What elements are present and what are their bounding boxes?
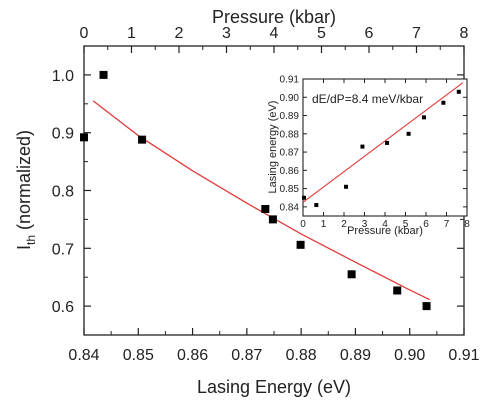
inset-x-axis-title: Pressure (kbar) bbox=[347, 225, 423, 237]
data-point bbox=[99, 70, 108, 79]
main-tick-labels: 0.84 0.85 0.86 0.87 0.88 0.89 0.90 0.910 1 2 3 4 5 6 7… bbox=[52, 25, 480, 364]
inset-data-point bbox=[360, 144, 365, 149]
inset-plot-frame bbox=[302, 78, 468, 217]
inset-y-tick-label: 0.87 bbox=[280, 148, 300, 159]
inset-fit-line-segment bbox=[302, 82, 464, 203]
inset-annotation: dE/dP=8.4 meV/kbar bbox=[312, 92, 423, 106]
x-bottom-tick-label: 0.91 bbox=[448, 347, 479, 364]
x-top-tick-label: 1 bbox=[127, 25, 136, 42]
x-top-tick-label: 5 bbox=[317, 25, 326, 42]
data-point bbox=[393, 286, 402, 295]
y-tick-label: 0.8 bbox=[52, 184, 74, 201]
x-top-tick-label: 6 bbox=[365, 25, 374, 42]
inset-x-tick-label: 3 bbox=[362, 219, 368, 230]
inset-ticks bbox=[302, 78, 468, 216]
inset-data-point bbox=[344, 184, 349, 189]
data-point bbox=[347, 270, 356, 279]
y-tick-label: 1.0 bbox=[52, 68, 74, 85]
x-bottom-axis-title: Lasing Energy (eV) bbox=[197, 377, 351, 397]
y-tick-label: 0.9 bbox=[52, 126, 74, 143]
x-top-tick-label: 0 bbox=[80, 25, 89, 42]
inset-data-point bbox=[421, 115, 426, 120]
data-point bbox=[422, 302, 431, 311]
x-bottom-tick-label: 0.87 bbox=[231, 347, 262, 364]
x-top-tick-label: 2 bbox=[175, 25, 184, 42]
inset-x-tick-label: 4 bbox=[382, 219, 388, 230]
inset-x-tick-label: 2 bbox=[341, 219, 347, 230]
data-point bbox=[80, 133, 88, 142]
y-axis-title-suffix: (normalized) bbox=[14, 130, 34, 235]
inset-y-tick-label: 0.86 bbox=[280, 166, 300, 177]
inset-x-tick-label: 7 bbox=[444, 219, 450, 230]
inset-y-tick-label: 0.90 bbox=[280, 93, 300, 104]
x-top-tick-label: 8 bbox=[460, 25, 469, 42]
x-top-tick-label: 4 bbox=[270, 25, 279, 42]
x-bottom-tick-label: 0.89 bbox=[340, 347, 371, 364]
inset-data-point bbox=[441, 100, 446, 105]
inset-x-tick-label: 0 bbox=[300, 219, 306, 230]
data-point bbox=[296, 240, 305, 249]
inset-data-point bbox=[385, 140, 390, 145]
x-bottom-tick-label: 0.84 bbox=[68, 347, 99, 364]
inset-y-tick-label: 0.91 bbox=[280, 75, 300, 86]
y-tick-label: 0.6 bbox=[52, 299, 74, 316]
inset-y-tick-label: 0.85 bbox=[280, 184, 300, 195]
x-top-tick-label: 3 bbox=[222, 25, 231, 42]
inset-y-tick-label: 0.84 bbox=[280, 202, 300, 213]
data-point bbox=[268, 215, 277, 224]
inset-data-point bbox=[314, 203, 319, 208]
y-axis-title: Ith (normalized) bbox=[14, 130, 38, 250]
inset-x-tick-label: 1 bbox=[321, 219, 327, 230]
data-point bbox=[138, 135, 147, 144]
inset-y-tick-label: 0.89 bbox=[280, 111, 300, 122]
y-axis-title-main: I bbox=[14, 245, 34, 250]
inset-data-point bbox=[406, 131, 411, 136]
inset-tick-labels: 0 1 2 3 4 5 6 7 8 0.84 0.85 0.86 0.87 0.88 0.89 0.90 0.9… bbox=[280, 75, 471, 231]
inset-plot: dE/dP=8.4 meV/kbar Pressure (kbar) Lasin… bbox=[267, 75, 470, 238]
inset-data-points bbox=[302, 89, 461, 208]
data-point bbox=[261, 204, 270, 213]
inset-data-point bbox=[456, 89, 461, 94]
inset-x-tick-label: 5 bbox=[403, 219, 409, 230]
x-bottom-tick-label: 0.88 bbox=[286, 347, 317, 364]
inset-data-point bbox=[302, 195, 307, 200]
inset-y-axis-title: Lasing energy (eV) bbox=[267, 101, 279, 194]
inset-fit-line bbox=[302, 82, 464, 203]
main-data-points bbox=[80, 70, 431, 311]
y-axis-title-sub: th bbox=[24, 235, 38, 245]
x-bottom-tick-label: 0.90 bbox=[394, 347, 425, 364]
x-top-tick-label: 7 bbox=[412, 25, 421, 42]
x-bottom-tick-label: 0.86 bbox=[177, 347, 208, 364]
y-tick-label: 0.7 bbox=[52, 241, 74, 258]
x-bottom-tick-label: 0.85 bbox=[123, 347, 154, 364]
x-top-axis-title: Pressure (kbar) bbox=[212, 7, 336, 27]
inset-x-tick-label: 8 bbox=[464, 219, 470, 230]
inset-x-tick-label: 6 bbox=[423, 219, 429, 230]
inset-y-tick-label: 0.88 bbox=[280, 129, 300, 140]
